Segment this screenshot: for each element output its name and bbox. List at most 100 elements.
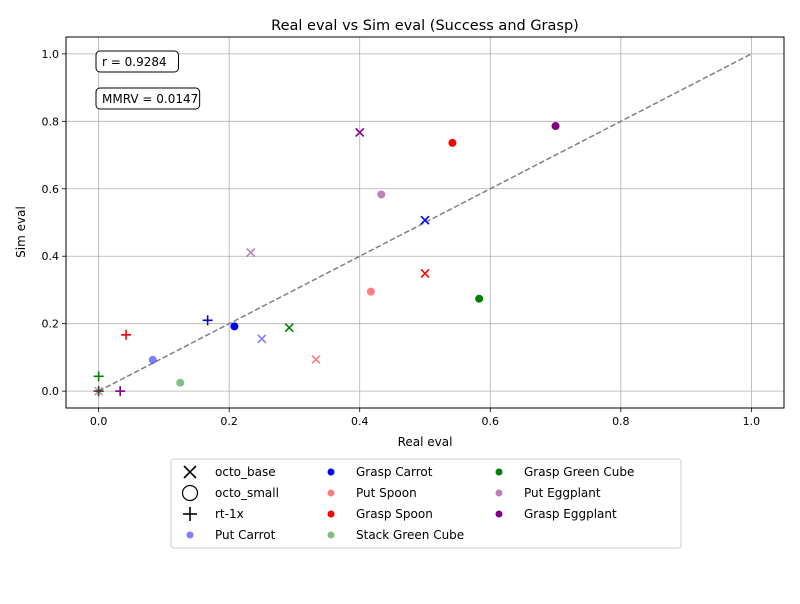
data-point-grasp-carrot-rt-1x: [202, 315, 213, 326]
legend-marker: [327, 510, 335, 518]
legend-entry: Grasp Carrot: [327, 465, 433, 479]
legend-entry: Grasp Green Cube: [495, 465, 634, 479]
legend-entry: octo_small: [181, 484, 279, 502]
legend-frame: [170, 458, 682, 549]
data-point-grasp-eggplant-rt-1x: [115, 386, 126, 397]
legend-marker: [495, 510, 503, 518]
legend-marker: [327, 489, 335, 497]
x-marker-stroke: [420, 268, 430, 278]
legend-label: Grasp Carrot: [356, 465, 433, 479]
data-point-put-eggplant-rt-1x: [93, 386, 104, 397]
circle-marker: [551, 122, 560, 131]
x-marker-stroke: [311, 354, 321, 364]
data-point-stack-green-cube-octo-small: [176, 378, 185, 387]
x-tick-label: 0.4: [351, 415, 369, 428]
annotation-text: MMRV = 0.0147: [102, 92, 198, 106]
data-point-grasp-green-cube-rt-1x: [93, 371, 104, 382]
legend-label: Put Spoon: [356, 486, 417, 500]
circle-marker: [327, 489, 335, 497]
x-marker-stroke: [183, 465, 197, 479]
circle-marker: [230, 322, 239, 331]
legend-entry: Put Carrot: [186, 528, 276, 542]
legend-marker: [183, 507, 197, 521]
circle-marker: [176, 378, 185, 387]
legend-marker: [327, 468, 335, 476]
legend-label: Grasp Eggplant: [524, 507, 617, 521]
data-point-put-eggplant-octo-base: [246, 247, 256, 258]
legend-entry: Grasp Eggplant: [495, 507, 617, 521]
legend-label: octo_base: [215, 465, 276, 479]
legend-marker: [327, 531, 335, 539]
circle-marker: [327, 510, 335, 518]
y-tick-label: 0.0: [42, 385, 60, 398]
circle-marker: [448, 138, 457, 147]
circle-marker: [366, 287, 375, 296]
chart-title: Real eval vs Sim eval (Success and Grasp…: [271, 18, 579, 34]
data-point-grasp-spoon-rt-1x: [121, 329, 132, 340]
annotations: r = 0.9284 MMRV = 0.0147: [95, 50, 201, 110]
x-marker-stroke: [355, 127, 365, 138]
x-tick-label: 1.0: [743, 415, 761, 428]
circle-marker: [186, 531, 194, 539]
y-tick-label: 1.0: [42, 48, 60, 61]
legend-marker: [181, 484, 199, 502]
y-tick-label: 0.8: [42, 115, 60, 128]
grid: [66, 37, 784, 408]
data-point-put-carrot-octo-base: [257, 334, 267, 344]
legend-marker: [495, 489, 503, 497]
x-marker-stroke: [257, 334, 267, 344]
annotation-text: r = 0.9284: [102, 55, 167, 69]
circle-marker: [327, 468, 335, 476]
circle-marker: [495, 489, 503, 497]
legend-entry: Grasp Spoon: [327, 507, 433, 521]
circle-marker: [495, 468, 503, 476]
y-tick-label: 0.6: [42, 183, 60, 196]
data-point-grasp-green-cube-octo-small: [475, 294, 484, 303]
data-point-grasp-green-cube-octo-base: [284, 323, 294, 333]
x-tick-label: 0.2: [220, 415, 238, 428]
circle-marker: [148, 355, 157, 364]
diagonal-reference-line: [98, 53, 752, 392]
data-point-grasp-carrot-octo-small: [230, 322, 239, 331]
circle-marker: [475, 294, 484, 303]
annotation-box: [95, 50, 179, 73]
data-point-put-carrot-octo-small: [148, 355, 157, 364]
legend: octo_base octo_small rt-1x Put Carrot Grasp …: [170, 458, 682, 549]
legend-entry: Stack Green Cube: [327, 528, 464, 542]
data-points: [93, 122, 560, 397]
data-point-grasp-eggplant-octo-base: [355, 127, 365, 138]
legend-label: rt-1x: [215, 507, 244, 521]
x-tick-label: 0.6: [482, 415, 500, 428]
legend-marker: [495, 468, 503, 476]
legend-label: Put Carrot: [215, 528, 276, 542]
x-marker-stroke: [284, 323, 294, 333]
data-point-grasp-spoon-octo-small: [448, 138, 457, 147]
reference-line: [98, 53, 752, 392]
y-tick-label: 0.4: [42, 250, 60, 263]
legend-label: Grasp Spoon: [356, 507, 433, 521]
legend-label: Stack Green Cube: [356, 528, 464, 542]
legend-marker: [183, 465, 197, 479]
annotation-box: [95, 87, 201, 110]
data-point-put-eggplant-octo-small: [377, 190, 386, 199]
axis-ticks: 0.0 0.2 0.4 0.6 0.8 1.0 0.0 0.2 0.4 0.6 0.8 1.0: [42, 48, 761, 428]
x-marker-stroke: [246, 247, 256, 258]
circle-marker: [495, 510, 503, 518]
y-axis-label: Sim eval: [14, 206, 28, 258]
data-point-put-spoon-octo-small: [366, 287, 375, 296]
x-tick-label: 0.0: [90, 415, 108, 428]
circle-marker: [327, 531, 335, 539]
x-axis-label: Real eval: [398, 435, 453, 449]
x-marker-stroke: [420, 215, 430, 225]
data-point-grasp-eggplant-octo-small: [551, 122, 560, 131]
legend-label: Put Eggplant: [524, 486, 601, 500]
legend-label: octo_small: [215, 486, 279, 500]
legend-entry: Put Eggplant: [495, 486, 601, 500]
circle-marker: [377, 190, 386, 199]
data-point-grasp-spoon-octo-base: [420, 268, 430, 278]
y-tick-label: 0.2: [42, 318, 60, 331]
data-point-put-spoon-octo-base: [311, 354, 321, 364]
legend-label: Grasp Green Cube: [524, 465, 634, 479]
legend-entry: Put Spoon: [327, 486, 417, 500]
